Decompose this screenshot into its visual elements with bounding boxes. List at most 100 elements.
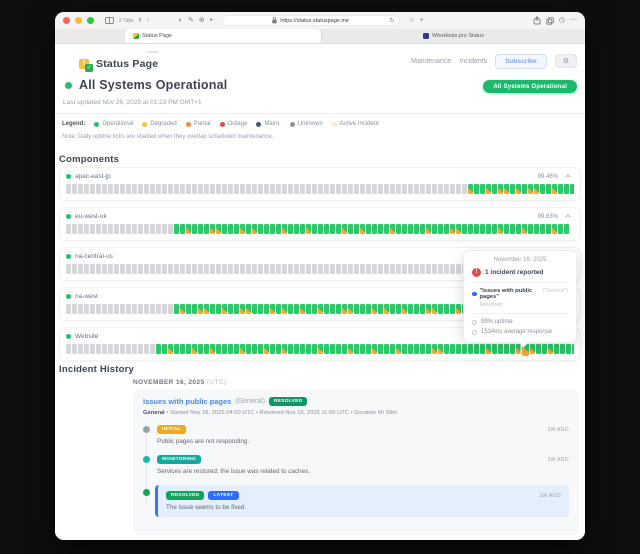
copy-tabs-icon[interactable] [546,16,554,25]
uptime-tick[interactable] [114,304,119,314]
uptime-tick[interactable] [204,304,209,314]
nav-incidents[interactable]: Incidents [459,57,488,65]
uptime-tick[interactable] [396,304,401,314]
uptime-tick[interactable] [486,224,491,234]
uptime-tick[interactable] [132,304,137,314]
uptime-tick[interactable] [542,344,547,354]
uptime-tick[interactable] [252,264,257,274]
uptime-tick[interactable] [90,224,95,234]
uptime-tick[interactable] [492,224,497,234]
uptime-tick[interactable] [186,264,191,274]
uptime-tick[interactable] [84,224,89,234]
uptime-tick[interactable] [192,344,197,354]
uptime-tick[interactable] [396,344,401,354]
uptime-tick[interactable] [474,344,479,354]
uptime-tick[interactable] [450,224,455,234]
uptime-tick[interactable] [420,184,425,194]
uptime-tick[interactable] [102,264,107,274]
uptime-tick[interactable] [246,304,251,314]
uptime-tick[interactable] [390,344,395,354]
uptime-tick[interactable] [336,304,341,314]
uptime-tick[interactable] [408,224,413,234]
uptime-tick[interactable] [180,264,185,274]
uptime-tick[interactable] [198,224,203,234]
uptime-tick[interactable] [360,184,365,194]
uptime-tick[interactable] [72,224,77,234]
uptime-tick[interactable] [366,264,371,274]
uptime-tick[interactable] [192,264,197,274]
uptime-tick[interactable] [180,344,185,354]
uptime-tick[interactable] [396,184,401,194]
uptime-tick[interactable] [258,224,263,234]
uptime-tick[interactable] [210,304,215,314]
uptime-tick[interactable] [186,304,191,314]
uptime-tick[interactable] [420,304,425,314]
uptime-tick[interactable] [72,184,77,194]
uptime-tick[interactable] [270,184,275,194]
uptime-tick[interactable] [324,224,329,234]
uptime-tick[interactable] [324,304,329,314]
uptime-tick[interactable] [150,304,155,314]
uptime-tick[interactable] [420,224,425,234]
uptime-tick[interactable] [234,304,239,314]
uptime-tick[interactable] [432,304,437,314]
uptime-tick[interactable] [120,224,125,234]
uptime-tick[interactable] [240,224,245,234]
uptime-tick[interactable] [342,224,347,234]
uptime-tick[interactable] [480,344,485,354]
uptime-tick[interactable] [510,224,515,234]
close-window-button[interactable] [63,17,70,24]
uptime-tick[interactable] [492,184,497,194]
uptime-tick[interactable] [156,184,161,194]
uptime-tick[interactable] [342,264,347,274]
chevron-up-icon[interactable] [565,174,571,180]
uptime-tick[interactable] [306,224,311,234]
uptime-tick[interactable] [498,184,503,194]
uptime-tick[interactable] [66,344,71,354]
uptime-tick[interactable] [324,344,329,354]
uptime-tick[interactable] [108,264,113,274]
uptime-tick[interactable] [342,184,347,194]
uptime-tick[interactable] [336,224,341,234]
uptime-tick[interactable] [246,184,251,194]
uptime-tick[interactable] [96,264,101,274]
uptime-tick[interactable] [390,184,395,194]
tab-whohosts-status[interactable]: WhoHosts.pro Status [321,29,585,43]
uptime-tick[interactable] [318,344,323,354]
uptime-tick[interactable] [414,264,419,274]
uptime-tick[interactable] [270,264,275,274]
uptime-tick[interactable] [174,344,179,354]
uptime-tick[interactable] [438,184,443,194]
uptime-tick[interactable] [522,224,527,234]
uptime-tick[interactable] [402,344,407,354]
uptime-tick[interactable] [450,304,455,314]
uptime-tick[interactable] [300,184,305,194]
uptime-tick[interactable] [306,304,311,314]
uptime-tick[interactable] [426,344,431,354]
uptime-tick[interactable] [348,224,353,234]
uptime-tick[interactable] [186,224,191,234]
incident-title-link[interactable]: Issues with public pages [143,397,232,406]
uptime-tick[interactable] [264,264,269,274]
uptime-tick[interactable] [402,184,407,194]
uptime-tick[interactable] [402,224,407,234]
uptime-tick[interactable] [426,264,431,274]
uptime-tick[interactable] [566,344,571,354]
uptime-tick[interactable] [530,344,535,354]
uptime-tick[interactable] [330,344,335,354]
uptime-tick[interactable] [372,224,377,234]
uptime-tick[interactable] [366,224,371,234]
uptime-tick[interactable] [384,304,389,314]
uptime-tick[interactable] [270,224,275,234]
uptime-tick[interactable] [414,344,419,354]
uptime-tick[interactable] [402,304,407,314]
uptime-tick[interactable] [264,184,269,194]
uptime-tick[interactable] [468,224,473,234]
uptime-tick[interactable] [554,344,559,354]
uptime-tick[interactable] [300,224,305,234]
uptime-tick[interactable] [300,264,305,274]
uptime-tick[interactable] [264,344,269,354]
uptime-tick[interactable] [66,304,71,314]
uptime-tick[interactable] [564,224,569,234]
uptime-tick[interactable] [330,224,335,234]
